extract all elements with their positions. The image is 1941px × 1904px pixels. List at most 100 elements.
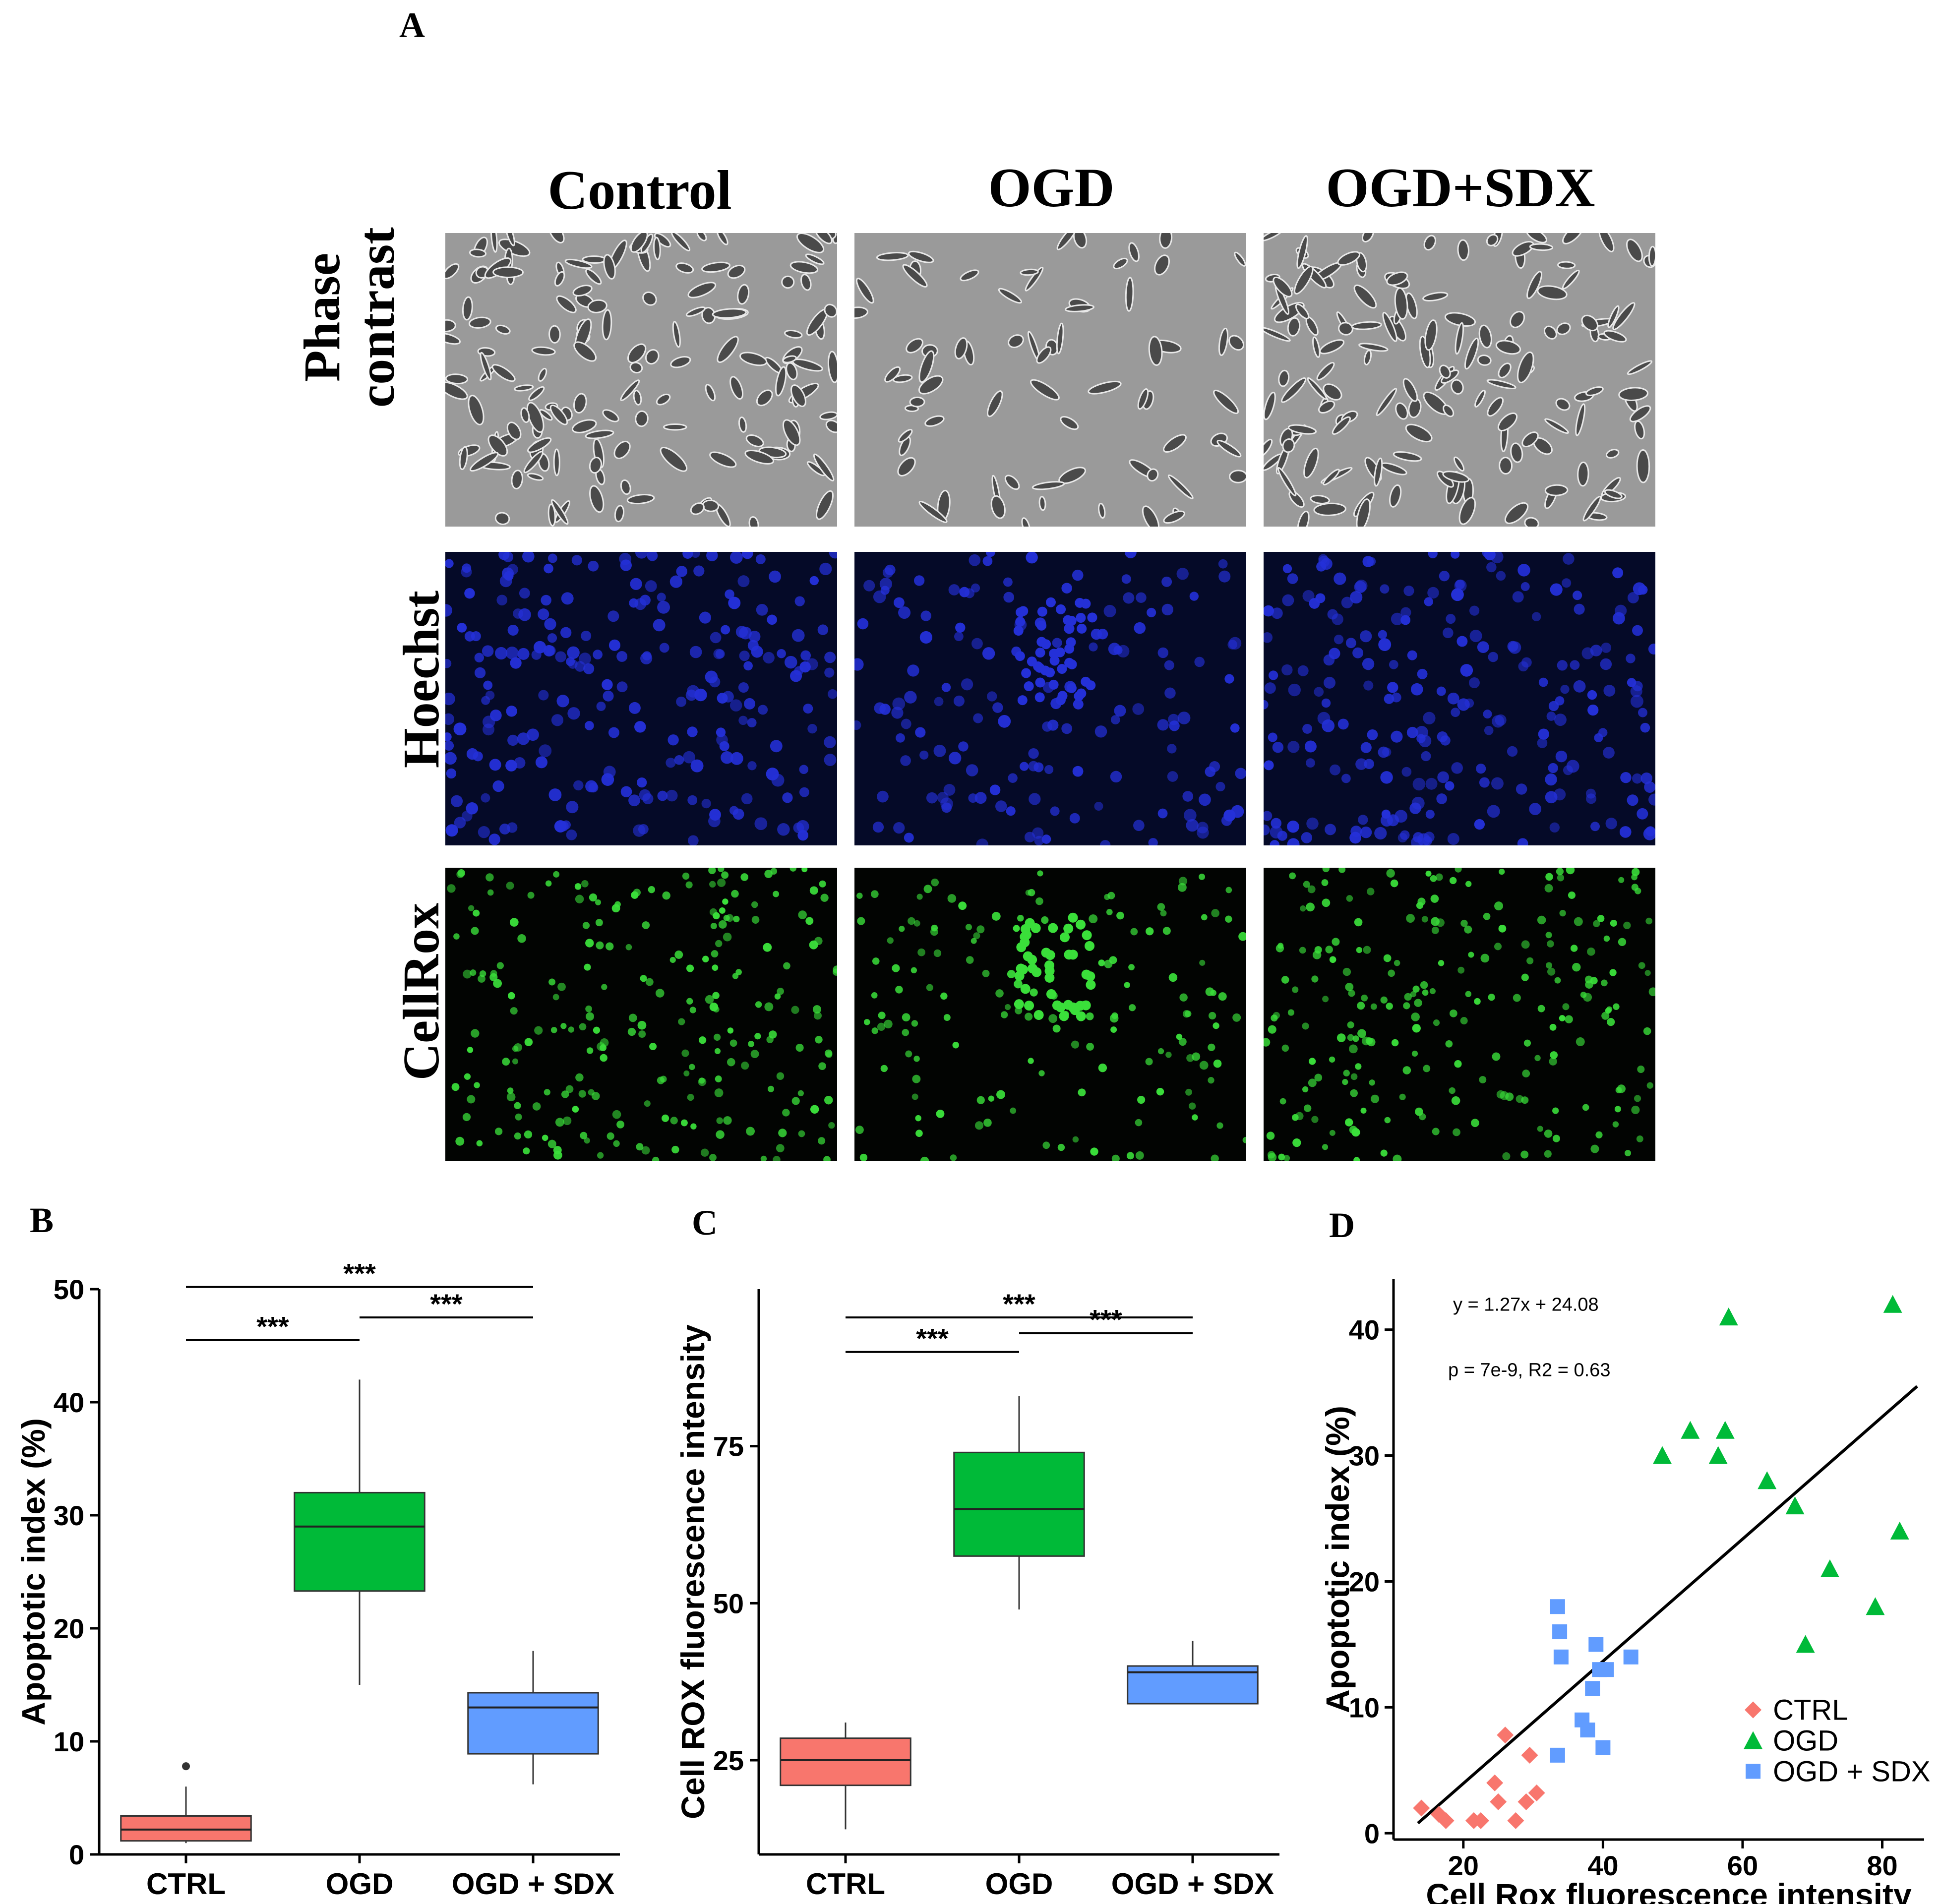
- chart-d-point-ogd: [1785, 1496, 1805, 1515]
- chart-d-stats: p = 7e-9, R2 = 0.63: [1448, 1360, 1610, 1381]
- chart-d-point-ogd: [1681, 1421, 1700, 1439]
- chart-d-x-tick-label: 80: [1867, 1850, 1897, 1881]
- chart-d-point-ogd: [1890, 1521, 1909, 1540]
- chart-correlation-scatter: 0 10 20 30 40 20 40 60 80 y = 1.27x + 24.08 p = 7e…: [1309, 1269, 1941, 1904]
- panel-letter-b: B: [30, 1200, 54, 1240]
- chart-c-svg: 25 50 75 CTRL OGD OGD + SDX *** *** *** Cell ROX …: [674, 1288, 1279, 1901]
- chart-d-point-ctrl: [1472, 1812, 1489, 1829]
- column-title-ogd-sdx: OGD+SDX: [1326, 157, 1595, 219]
- chart-d-point-ogd-sdx: [1550, 1599, 1565, 1614]
- chart-b-y-tick-label: 50: [54, 1274, 84, 1305]
- row-title-cellrox: CellRox: [393, 902, 450, 1081]
- chart-b-svg: 0 10 20 30 40 50 CTRL OGD OGD + SDX *** *** *** Apop…: [15, 1257, 620, 1901]
- chart-d-legend-marker: [1745, 1701, 1762, 1719]
- chart-d-y-axis-label: Apoptotic index (%): [1319, 1406, 1356, 1713]
- chart-d-x-tick-label: 40: [1587, 1850, 1618, 1881]
- chart-d-x-tick-label: 60: [1727, 1850, 1758, 1881]
- chart-c-box-ogd: [953, 1451, 1085, 1557]
- micrograph-hoechst-ogd-sdx: [1264, 552, 1655, 845]
- micrograph-phase-ogd: [854, 233, 1246, 527]
- chart-b-y-tick-label: 0: [69, 1839, 84, 1870]
- panel-letter-d: D: [1329, 1205, 1355, 1245]
- chart-d-point-ogd: [1866, 1597, 1885, 1615]
- chart-d-y-tick-label: 40: [1349, 1314, 1380, 1346]
- chart-d-legend-marker: [1746, 1764, 1761, 1779]
- chart-b-y-tick-label: 10: [54, 1726, 84, 1757]
- chart-d-equation: y = 1.27x + 24.08: [1453, 1294, 1599, 1315]
- chart-c-y-tick-label: 25: [713, 1745, 744, 1776]
- chart-b-y-axis-label: Apoptotic index (%): [15, 1418, 52, 1726]
- chart-d-point-ogd: [1719, 1308, 1738, 1326]
- chart-d-point-ogd-sdx: [1553, 1649, 1569, 1665]
- chart-d-legend-label: CTRL: [1773, 1694, 1848, 1726]
- chart-d-fit-line: [1417, 1385, 1918, 1825]
- panel-letter-a: A: [399, 5, 425, 45]
- micrograph-phase-control: [445, 233, 837, 527]
- chart-b-outlier: [182, 1762, 190, 1771]
- chart-d-point-ctrl: [1486, 1774, 1504, 1791]
- micrograph-cellrox-ogd: [854, 868, 1246, 1161]
- chart-b-x-tick-label: OGD: [326, 1867, 394, 1901]
- micrograph-phase-ogd-sdx: [1264, 233, 1655, 527]
- column-title-ogd: OGD: [988, 157, 1115, 219]
- chart-d-point-ctrl: [1517, 1793, 1535, 1810]
- chart-d-point-ogd: [1820, 1559, 1839, 1578]
- chart-c-x-tick-label: CTRL: [806, 1867, 885, 1901]
- chart-b-y-tick-label: 40: [54, 1387, 84, 1418]
- chart-d-point-ogd-sdx: [1552, 1624, 1568, 1640]
- row-title-contrast: contrast: [348, 227, 405, 408]
- chart-d-point-ctrl: [1507, 1812, 1524, 1829]
- chart-d-point-ogd-sdx: [1623, 1649, 1638, 1665]
- chart-apoptotic-index-boxplot: 0 10 20 30 40 50 CTRL OGD OGD + SDX *** *** *** Apop…: [0, 1257, 645, 1904]
- chart-cellrox-intensity-boxplot: 25 50 75 CTRL OGD OGD + SDX *** *** *** Cell ROX …: [660, 1269, 1304, 1904]
- chart-b-x-tick-label: CTRL: [146, 1867, 226, 1901]
- chart-b-x-tick-label: OGD + SDX: [452, 1867, 614, 1901]
- chart-d-legend-marker: [1744, 1731, 1763, 1749]
- chart-b-y-tick-label: 30: [54, 1500, 84, 1531]
- chart-c-y-axis-label: Cell ROX fluorescence intensity: [674, 1324, 711, 1819]
- micrograph-cellrox-ogd-sdx: [1264, 868, 1655, 1161]
- row-title-phase-contrast: Phase contrast: [248, 227, 466, 408]
- chart-d-point-ctrl: [1521, 1746, 1538, 1764]
- chart-d-point-ogd: [1715, 1421, 1735, 1439]
- chart-b-box-ogd-sdx: [467, 1692, 599, 1755]
- chart-d-y-tick-label: 0: [1364, 1818, 1380, 1849]
- chart-d-point-ctrl: [1437, 1812, 1455, 1829]
- panel-letter-c: C: [692, 1203, 718, 1243]
- chart-d-y-tick-label: 20: [1349, 1566, 1380, 1597]
- chart-d-point-ctrl: [1528, 1785, 1545, 1802]
- chart-b-box-ctrl: [120, 1815, 252, 1842]
- chart-c-sig-label: ***: [916, 1323, 949, 1354]
- chart-d-point-ogd-sdx: [1599, 1662, 1614, 1677]
- chart-c-x-tick-label: OGD + SDX: [1111, 1867, 1274, 1901]
- chart-d-point-ogd: [1653, 1446, 1672, 1464]
- chart-d-point-ctrl: [1413, 1799, 1430, 1817]
- chart-d-point-ctrl: [1497, 1726, 1514, 1744]
- chart-d-point-ogd-sdx: [1595, 1740, 1611, 1755]
- chart-c-y-tick-label: 75: [713, 1431, 744, 1462]
- chart-d-point-ogd: [1796, 1635, 1815, 1653]
- chart-d-point-ogd-sdx: [1550, 1747, 1565, 1763]
- chart-d-y-tick-label: 30: [1349, 1440, 1380, 1472]
- chart-b-y-tick-label: 20: [54, 1613, 84, 1644]
- micrograph-hoechst-control: [445, 552, 837, 845]
- chart-d-point-ctrl: [1490, 1793, 1507, 1810]
- chart-c-box-ctrl: [780, 1737, 911, 1786]
- chart-b-sig-label: ***: [343, 1257, 376, 1289]
- row-title-hoechst: Hoechst: [393, 590, 450, 769]
- chart-d-legend-label: OGD: [1773, 1725, 1838, 1757]
- chart-d-x-tick-label: 20: [1448, 1850, 1479, 1881]
- chart-c-x-tick-label: OGD: [985, 1867, 1053, 1901]
- chart-c-sig-label: ***: [1003, 1288, 1035, 1319]
- chart-d-legend-label: OGD + SDX: [1773, 1755, 1930, 1787]
- chart-b-sig-label: ***: [430, 1288, 463, 1319]
- chart-d-point-ogd-sdx: [1580, 1723, 1595, 1738]
- chart-d-point-ogd-sdx: [1585, 1681, 1600, 1696]
- chart-d-point-ogd-sdx: [1588, 1637, 1604, 1652]
- chart-b-box-ogd: [294, 1491, 425, 1592]
- column-title-control: Control: [547, 160, 732, 221]
- micrograph-hoechst-ogd: [854, 552, 1246, 845]
- chart-d-point-ogd: [1883, 1295, 1902, 1313]
- chart-c-sig-label: ***: [1090, 1304, 1122, 1335]
- chart-c-y-tick-label: 50: [713, 1588, 744, 1619]
